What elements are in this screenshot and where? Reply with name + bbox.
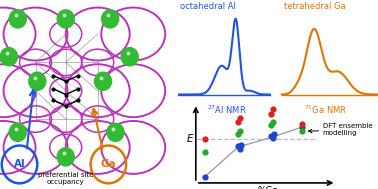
Circle shape [9,123,26,141]
Circle shape [102,10,119,28]
Circle shape [9,10,26,28]
Circle shape [107,123,124,141]
Circle shape [29,72,46,90]
Text: tetrahedral Ga: tetrahedral Ga [284,2,345,11]
Text: Ga: Ga [101,160,116,169]
Text: Al: Al [14,160,25,169]
Text: $^{71}$Ga NMR: $^{71}$Ga NMR [304,104,347,116]
Text: DFT ensemble
modelling: DFT ensemble modelling [323,123,372,136]
Circle shape [0,48,17,66]
Text: octahedral Al: octahedral Al [180,2,235,11]
Text: E: E [186,134,193,144]
Text: %Ga: %Ga [258,186,279,189]
Circle shape [94,72,112,90]
Text: $^{27}$Al NMR: $^{27}$Al NMR [207,104,246,116]
Circle shape [57,10,74,28]
Circle shape [121,48,138,66]
Text: preferential site
occupancy: preferential site occupancy [38,172,93,185]
Circle shape [57,148,74,166]
